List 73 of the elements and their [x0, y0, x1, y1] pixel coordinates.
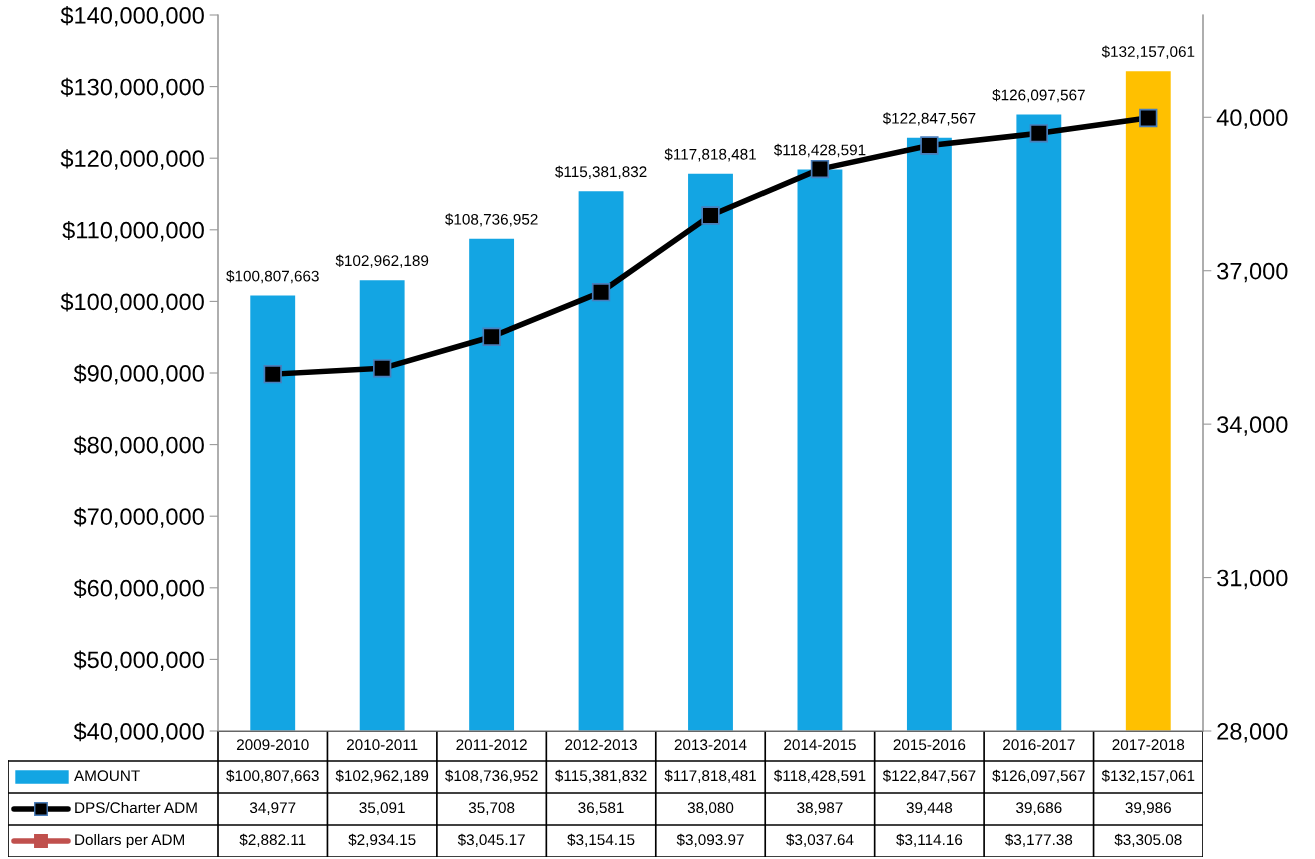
text: $3,154.15 — [567, 833, 635, 847]
y-tick-label: $110,000,000 — [62, 220, 204, 242]
text: $108,736,952 — [445, 213, 538, 227]
data-label: 36,581 — [578, 802, 624, 815]
data-label: 39,986 — [1125, 802, 1171, 815]
text: $100,807,663 — [226, 270, 319, 284]
point — [1029, 124, 1049, 143]
y-tick-label: $60,000,000 — [73, 578, 204, 600]
data-label: 39,686 — [1016, 802, 1062, 815]
x-tick-label: 2016-2017 — [1003, 739, 1075, 751]
data-label: 35,708 — [468, 802, 515, 815]
y-tick-label: $90,000,000 — [73, 364, 204, 385]
text: $118,428,591 — [773, 143, 866, 158]
legend-label: Dollars per ADM — [75, 833, 184, 849]
text: $117,818,481 — [664, 148, 756, 162]
text: $3,037.64 — [786, 833, 854, 847]
legend-label: AMOUNT — [74, 770, 140, 782]
y2-tick-label: 31,000 — [1217, 569, 1288, 590]
y-tick-label: $100,000,000 — [60, 292, 204, 313]
text: $2,934.15 — [348, 833, 416, 847]
point — [482, 327, 501, 346]
data-label: 38,987 — [797, 802, 843, 815]
text: $3,177.38 — [1005, 833, 1073, 847]
text: $132,157,061 — [1101, 45, 1195, 59]
legend-label: DPS/Charter ADM — [75, 801, 197, 814]
point — [591, 282, 611, 302]
point — [701, 206, 720, 225]
x-tick-label: 2012-2013 — [565, 739, 637, 751]
y2-tick-label: 40,000 — [1216, 109, 1288, 129]
data-label: $102,962,189 — [335, 769, 429, 783]
data-label: 38,080 — [687, 802, 734, 815]
data-label: $108,736,952 — [445, 769, 538, 783]
data-label: $117,818,481 — [664, 769, 756, 783]
text: $102,962,189 — [335, 254, 429, 268]
y-tick-label: $140,000,000 — [60, 6, 204, 27]
data-label: $118,428,591 — [773, 769, 866, 783]
y-tick-label: $50,000,000 — [73, 650, 204, 671]
x-tick-label: 2017-2018 — [1112, 739, 1185, 751]
text: $3,114.16 — [896, 833, 963, 847]
point — [1139, 108, 1158, 128]
text: $3,093.97 — [676, 833, 744, 847]
y2-tick-label: 34,000 — [1217, 416, 1288, 436]
data-label: 39,448 — [906, 802, 953, 815]
x-tick-label: 2009-2010 — [236, 739, 309, 751]
text: $115,381,832 — [555, 165, 647, 179]
y-tick-label: $120,000,000 — [60, 149, 204, 170]
x-tick-label: 2011-2012 — [456, 739, 527, 751]
text: $122,847,567 — [882, 112, 976, 126]
data-label: $100,807,663 — [226, 769, 319, 783]
point — [372, 359, 392, 378]
data-label: $126,097,567 — [992, 769, 1085, 783]
x-tick-label: 2013-2014 — [674, 739, 747, 751]
text: $3,045.17 — [457, 833, 525, 847]
x-tick-label: 2010-2011 — [346, 739, 418, 751]
data-label: $122,847,567 — [882, 769, 976, 783]
x-tick-label: 2015-2016 — [893, 739, 966, 751]
text: $2,882.11 — [239, 833, 306, 847]
data-label: $115,381,832 — [555, 769, 647, 783]
data-label: $132,157,061 — [1101, 769, 1195, 783]
point — [263, 365, 282, 384]
point — [920, 136, 939, 155]
text: $3,305.08 — [1114, 833, 1182, 847]
y-tick-label: $70,000,000 — [73, 507, 204, 528]
y-tick-label: $80,000,000 — [73, 435, 204, 457]
y-tick-label: $130,000,000 — [60, 77, 204, 99]
y-tick-label: $40,000,000 — [73, 722, 204, 743]
x-tick-label: 2014-2015 — [784, 739, 856, 751]
data-label: 35,091 — [359, 802, 405, 815]
text: $126,097,567 — [992, 88, 1085, 103]
data-label: 34,977 — [249, 802, 296, 815]
point — [810, 159, 830, 179]
y2-tick-label: 37,000 — [1217, 262, 1288, 283]
y2-tick-label: 28,000 — [1217, 723, 1288, 743]
